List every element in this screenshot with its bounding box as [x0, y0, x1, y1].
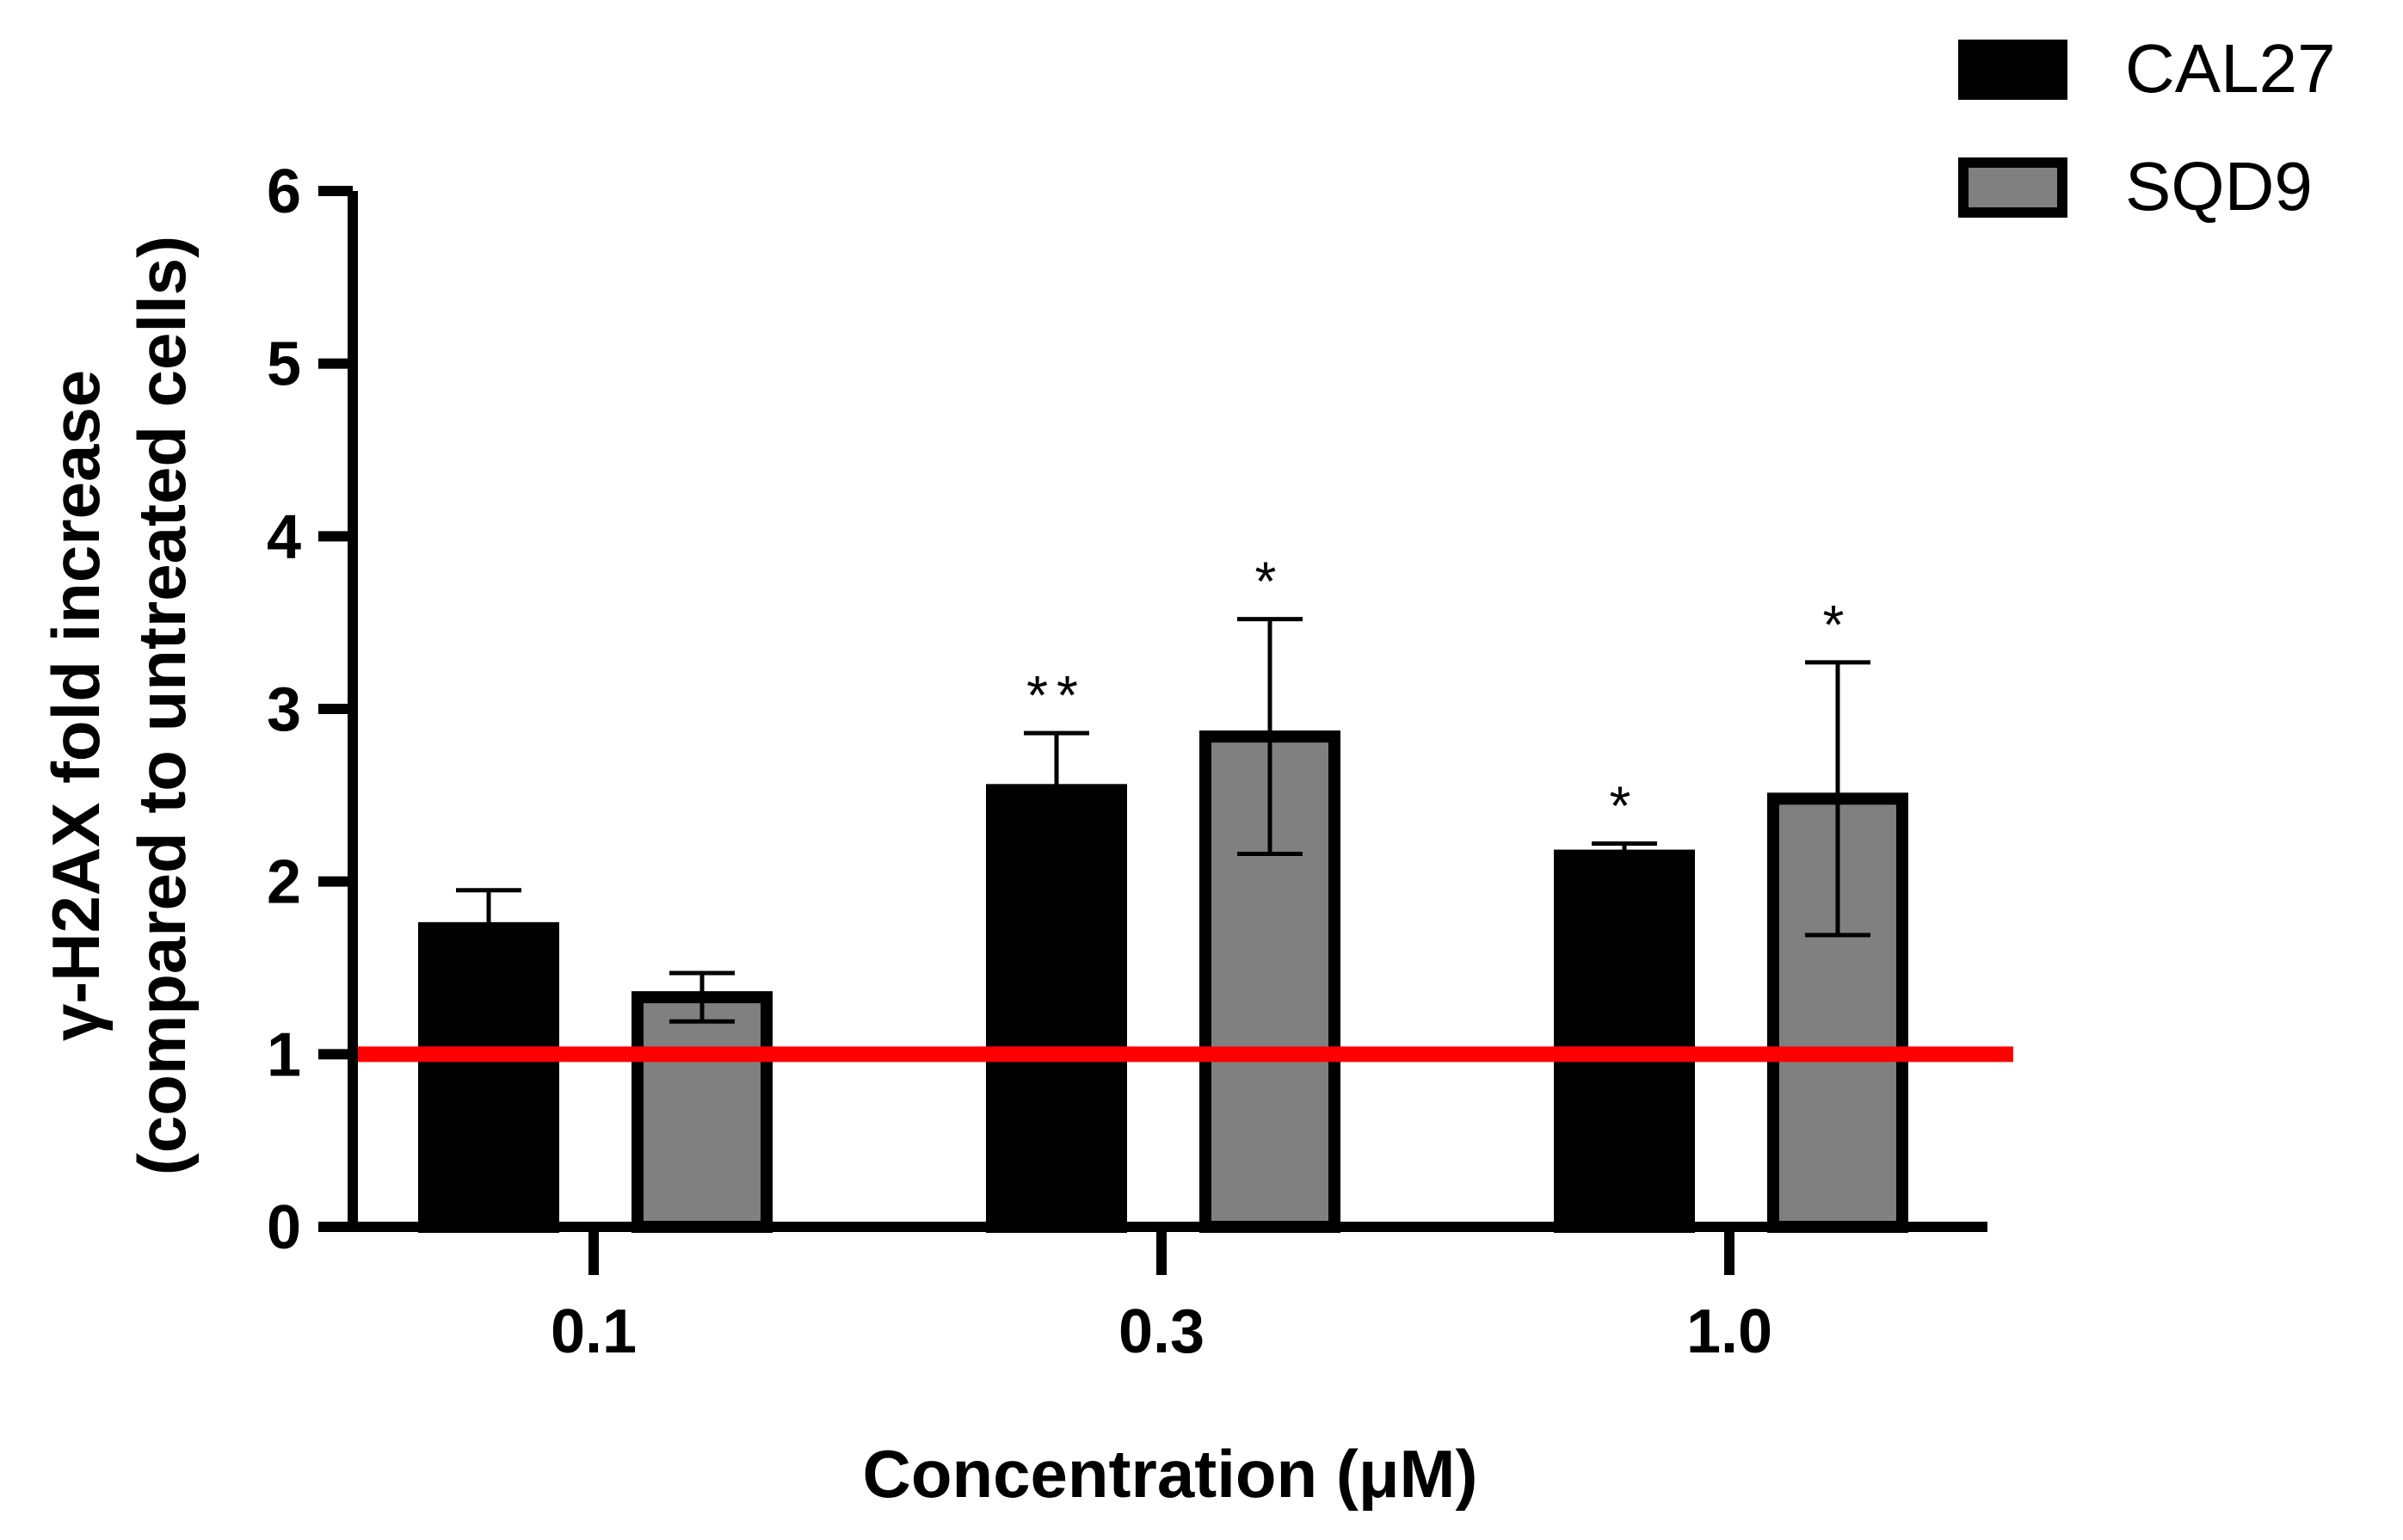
x-axis-title: Concentration (μM): [863, 1436, 1478, 1512]
bar-cal27-0.1: [418, 921, 559, 1233]
y-tick-label-2: 2: [267, 848, 301, 917]
y-tick-label-5: 5: [267, 330, 301, 399]
bar-cal27-0.3: [986, 784, 1127, 1234]
y-tick-label-3: 3: [267, 675, 301, 744]
legend-swatch-sqd9: [1958, 157, 2067, 218]
significance-cal27-0.3: **: [1026, 664, 1087, 726]
x-tick-label-0.3: 0.3: [1118, 1297, 1205, 1366]
y-tick-label-1: 1: [267, 1020, 301, 1089]
y-axis-title: γ-H2AX fold increase (compared to untrea…: [38, 236, 200, 1175]
legend: CAL27 SQD9: [1958, 30, 2336, 225]
bar-cal27-1.0: [1554, 849, 1695, 1233]
y-tick-label-4: 4: [267, 502, 301, 571]
x-tick-label-0.1: 0.1: [551, 1297, 637, 1366]
legend-swatch-cal27: [1958, 40, 2067, 100]
y-tick-label-6: 6: [267, 157, 301, 226]
y-tick-label-0: 0: [267, 1193, 301, 1262]
y-axis-title-line2: (compared to untreated cells): [124, 236, 200, 1175]
significance-sqd9-1.0: *: [1823, 594, 1853, 656]
y-axis-title-line1: γ-H2AX fold increase: [38, 370, 114, 1041]
bar-sqd9-0.1: [632, 991, 773, 1233]
significance-cal27-1.0: *: [1610, 775, 1640, 837]
legend-label-sqd9: SQD9: [2125, 148, 2313, 225]
legend-label-cal27: CAL27: [2125, 30, 2336, 107]
x-tick-label-1.0: 1.0: [1686, 1297, 1772, 1366]
significance-sqd9-0.3: *: [1255, 551, 1285, 613]
